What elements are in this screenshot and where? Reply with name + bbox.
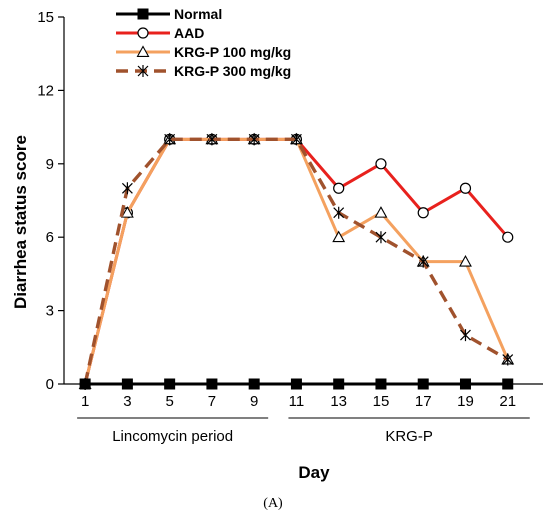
data-point-marker	[164, 378, 176, 390]
data-point-marker	[375, 378, 387, 390]
data-point-marker	[248, 133, 260, 146]
data-point-marker	[291, 133, 302, 146]
y-tick-label: 6	[46, 229, 54, 246]
data-point-marker	[459, 255, 472, 267]
x-tick-label: 21	[499, 393, 516, 410]
data-point-marker	[333, 378, 345, 390]
data-point-marker	[164, 133, 176, 146]
x-tick-label: 5	[165, 393, 173, 410]
data-point-marker	[121, 182, 133, 195]
data-point-marker	[460, 329, 471, 342]
data-point-marker	[137, 27, 149, 39]
data-point-marker	[459, 378, 471, 390]
data-point-marker	[333, 182, 345, 194]
y-tick-label: 12	[37, 82, 54, 99]
series-line	[83, 137, 510, 385]
data-point-marker	[137, 65, 149, 77]
figure-caption: (A)	[263, 496, 283, 511]
x-tick-label: 19	[457, 393, 474, 410]
data-point-marker	[79, 378, 91, 390]
data-point-marker	[137, 8, 149, 20]
legend-item: KRG-P 100 mg/kg	[116, 44, 291, 60]
data-point-marker	[248, 378, 260, 390]
data-point-marker	[136, 45, 150, 57]
x-tick-label: 1	[81, 393, 89, 410]
data-point-marker	[375, 158, 387, 170]
x-tick-label: 9	[250, 393, 258, 410]
period-label: KRG-P	[385, 428, 433, 445]
legend: Normal AAD KRG-P 100 mg/kg KRG-P 300 mg/kg	[116, 6, 291, 79]
x-tick-label: 7	[208, 393, 216, 410]
y-tick-label: 3	[46, 303, 54, 320]
data-point-marker	[120, 206, 134, 218]
period-brackets: Lincomycin period KRG-P	[77, 417, 530, 445]
y-axis-label: Diarrhea status score	[11, 135, 30, 309]
x-axis-label: Day	[298, 463, 330, 482]
legend-item: Normal	[116, 6, 222, 22]
legend-label: KRG-P 100 mg/kg	[174, 44, 291, 60]
data-point-marker	[121, 378, 133, 390]
x-tick-label: 3	[123, 393, 131, 410]
legend-item: AAD	[116, 25, 204, 41]
data-point-marker	[333, 206, 345, 219]
data-point-marker	[502, 378, 514, 390]
y-tick-label: 15	[37, 9, 54, 26]
data-point-marker	[417, 255, 429, 268]
y-tick-label: 0	[46, 376, 54, 393]
legend-item: KRG-P 300 mg/kg	[116, 63, 291, 79]
data-point-marker	[374, 206, 388, 218]
x-tick-label: 17	[415, 393, 432, 410]
series-normal	[79, 378, 514, 390]
data-point-marker	[290, 378, 302, 390]
data-point-marker	[502, 353, 514, 366]
y-axis-ticks: 0 3 6 9 12 15	[37, 9, 64, 393]
data-point-marker	[206, 378, 218, 390]
legend-label: KRG-P 300 mg/kg	[174, 63, 291, 79]
series-krg-p-100-mg-kg	[78, 132, 515, 389]
legend-label: AAD	[174, 25, 204, 41]
data-point-marker	[459, 182, 472, 194]
data-point-marker	[417, 207, 429, 219]
x-tick-label: 11	[289, 393, 305, 410]
data-point-marker	[375, 231, 387, 244]
x-tick-label: 13	[330, 393, 347, 410]
period-label: Lincomycin period	[112, 428, 233, 445]
series-layer	[78, 132, 515, 390]
x-tick-label: 15	[373, 393, 390, 410]
legend-label: Normal	[174, 6, 222, 22]
data-point-marker	[206, 133, 218, 146]
y-tick-label: 9	[46, 156, 54, 173]
data-point-marker	[332, 230, 346, 243]
data-point-marker	[417, 378, 429, 390]
data-point-marker	[502, 231, 514, 243]
